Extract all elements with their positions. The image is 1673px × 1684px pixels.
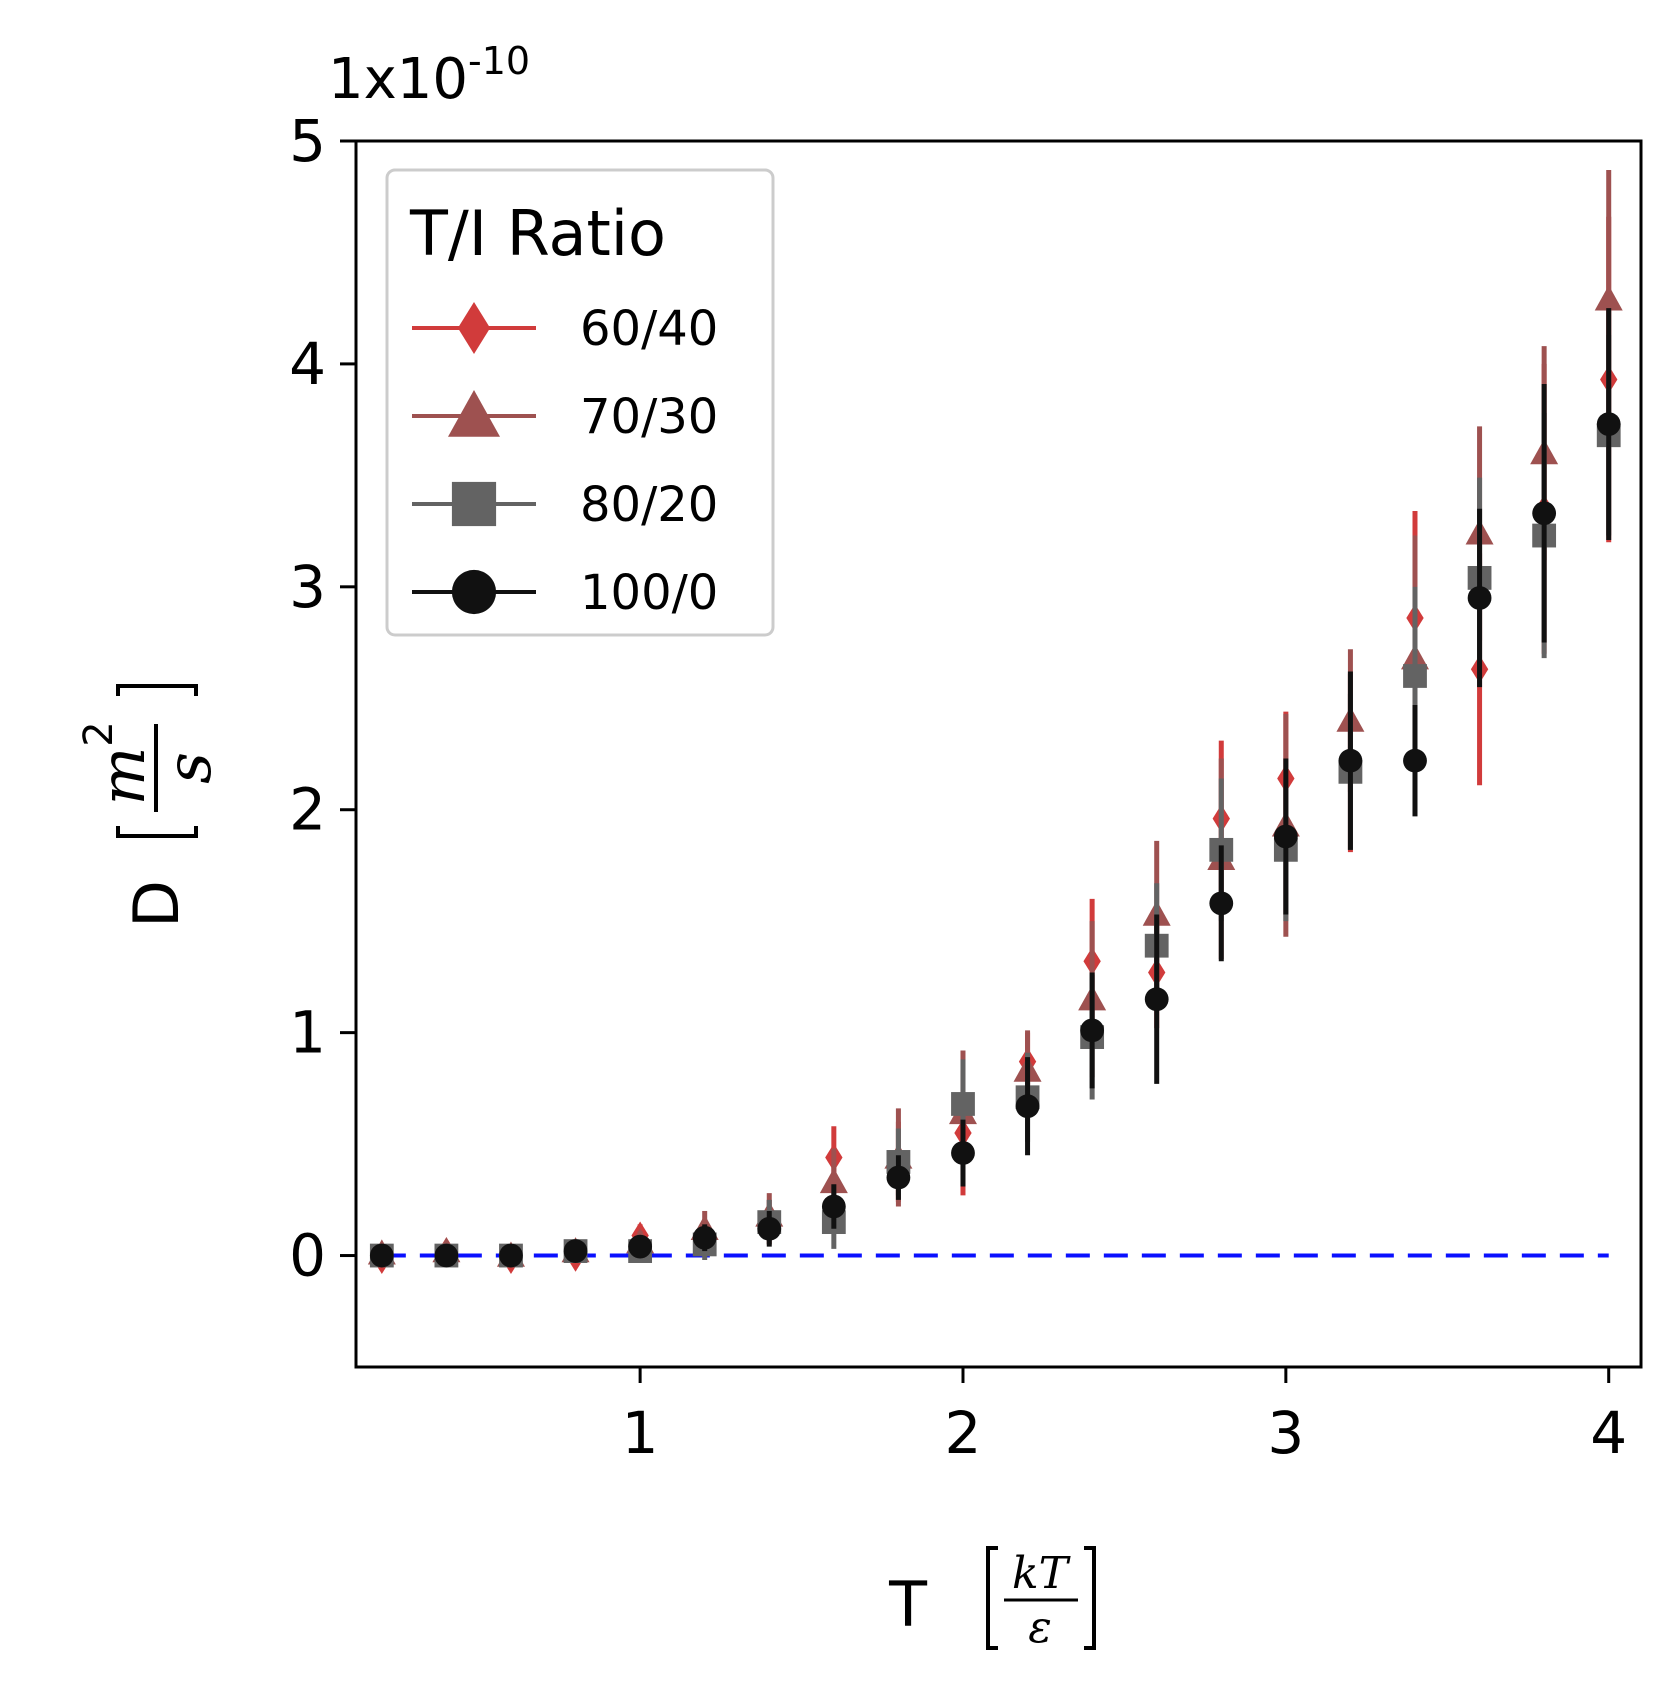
legend-marker-70-30 [448, 390, 500, 437]
axes-frame [354, 139, 1643, 1369]
y-axis-close-bracket [116, 684, 198, 696]
data-point-100-0 [1467, 586, 1492, 610]
data-point-100-0 [1532, 501, 1557, 526]
y-tick-label: 1 [289, 999, 326, 1067]
series-100-0 [369, 308, 1621, 1268]
data-point-80-20 [1403, 664, 1427, 688]
data-point-70-30 [1594, 285, 1623, 311]
x-tick-label: 3 [1267, 1399, 1304, 1467]
plot-layer [367, 169, 1623, 1275]
y-axis-unit-denominator: s [152, 752, 225, 784]
data-point-100-0 [1273, 824, 1298, 849]
data-point-100-0 [1080, 1018, 1105, 1043]
legend-label-100-0: 100/0 [580, 565, 718, 621]
y-offset-base: 1x10 [328, 47, 468, 112]
data-point-100-0 [434, 1243, 459, 1268]
x-axis-open-bracket [986, 1546, 998, 1650]
data-point-80-20 [951, 1092, 975, 1116]
x-axis-title: T kT ε [888, 1546, 1096, 1653]
legend: T/I Ratio 60/40 70/30 80/20 100/0 [385, 168, 775, 637]
data-point-70-30 [819, 1167, 848, 1194]
data-point-100-0 [1596, 412, 1621, 436]
data-point-100-0 [951, 1141, 975, 1165]
data-point-100-0 [499, 1243, 523, 1268]
legend-label-70-30: 70/30 [580, 389, 718, 445]
legend-items: 60/40 70/30 80/20 100/0 [412, 301, 718, 621]
data-point-100-0 [1015, 1094, 1040, 1119]
legend-marker-80-20 [451, 481, 497, 527]
legend-item-60-40: 60/40 [412, 301, 718, 357]
tick-layer: 0 1 2 3 4 5 1 2 3 4 [289, 107, 1627, 1467]
data-point-100-0 [1144, 987, 1169, 1012]
x-axis-unit-denominator: ε [1028, 1602, 1052, 1653]
legend-title: T/I Ratio [409, 197, 666, 270]
y-tick-label: 2 [289, 776, 326, 844]
legend-label-60-40: 60/40 [580, 301, 718, 357]
data-point-100-0 [1403, 748, 1427, 773]
y-axis-title: D m 2 s [76, 684, 225, 928]
data-point-100-0 [821, 1194, 846, 1219]
data-point-100-0 [369, 1243, 394, 1268]
x-tick-label: 2 [945, 1399, 982, 1467]
y-tick-label: 0 [289, 1222, 326, 1290]
y-axis-unit-numerator: m [86, 747, 159, 806]
legend-label-80-20: 80/20 [580, 477, 718, 533]
data-point-100-0 [563, 1239, 588, 1263]
y-offset-text: 1x10-10 [328, 39, 530, 112]
legend-marker-60-40 [457, 302, 491, 354]
y-tick-label: 4 [289, 330, 326, 398]
x-axis-label: T [888, 1568, 928, 1641]
legend-item-80-20: 80/20 [412, 477, 718, 533]
y-axis-label: D [120, 880, 193, 928]
data-point-100-0 [1338, 748, 1363, 773]
data-point-100-0 [628, 1234, 653, 1259]
data-point-100-0 [1209, 891, 1234, 916]
y-tick-label: 5 [289, 107, 326, 175]
legend-marker-100-0 [451, 569, 497, 615]
y-axis-open-bracket [116, 826, 198, 838]
data-point-100-0 [692, 1225, 717, 1250]
y-axis-unit-exponent: 2 [76, 721, 122, 746]
legend-item-100-0: 100/0 [412, 565, 718, 621]
data-point-100-0 [757, 1216, 782, 1241]
x-axis-close-bracket [1084, 1546, 1096, 1650]
data-point-100-0 [886, 1165, 911, 1190]
x-axis-unit-numerator: kT [1012, 1548, 1072, 1599]
x-tick-label: 1 [622, 1399, 659, 1467]
y-tick-label: 3 [289, 553, 326, 621]
y-offset-exponent: -10 [468, 39, 530, 83]
legend-item-70-30: 70/30 [412, 389, 718, 445]
x-tick-label: 4 [1590, 1399, 1627, 1467]
